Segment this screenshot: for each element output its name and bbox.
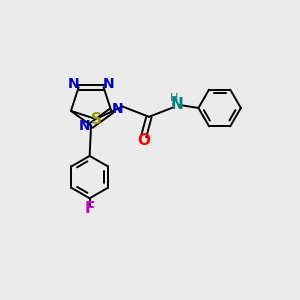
Text: F: F bbox=[85, 201, 95, 216]
Text: S: S bbox=[91, 112, 101, 127]
Text: N: N bbox=[171, 97, 183, 112]
Text: H: H bbox=[170, 93, 178, 103]
Text: N: N bbox=[103, 77, 115, 91]
Text: N: N bbox=[68, 77, 79, 91]
Text: N: N bbox=[112, 102, 124, 116]
Text: O: O bbox=[137, 133, 150, 148]
Text: N: N bbox=[79, 119, 90, 133]
